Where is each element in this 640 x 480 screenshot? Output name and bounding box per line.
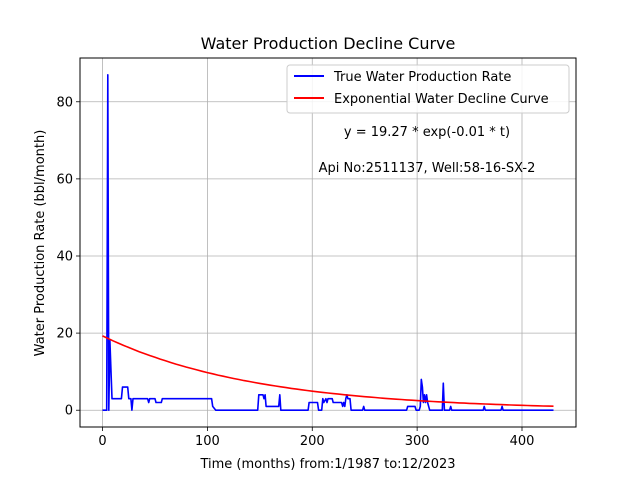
y-tick-label: 60 xyxy=(56,172,73,187)
chart-title: Water Production Decline Curve xyxy=(201,34,456,53)
legend: True Water Production Rate Exponential W… xyxy=(286,64,570,114)
x-axis: 0 100 200 300 400 xyxy=(98,427,534,449)
y-tick-label: 0 xyxy=(65,404,73,419)
x-tick-label: 300 xyxy=(405,434,430,449)
series-layer xyxy=(102,74,554,412)
y-axis: 0 20 40 60 80 xyxy=(56,95,80,419)
y-tick-label: 40 xyxy=(56,249,73,264)
plot-area-frame xyxy=(79,57,577,428)
series-exponential-water-decline-curve xyxy=(102,335,554,407)
x-tick-label: 200 xyxy=(300,434,325,449)
x-tick-label: 100 xyxy=(195,434,220,449)
legend-box xyxy=(286,64,570,114)
y-tick-label: 20 xyxy=(56,327,73,342)
well-info-annotation: Api No:2511137, Well:58-16-SX-2 xyxy=(319,161,536,176)
series-true-water-production-rate xyxy=(102,74,554,412)
y-tick-label: 80 xyxy=(56,95,73,110)
x-axis-label: Time (months) from:1/1987 to:12/2023 xyxy=(199,457,455,472)
legend-label-exponential-curve: Exponential Water Decline Curve xyxy=(334,92,549,107)
x-tick-label: 0 xyxy=(98,434,106,449)
y-axis-label: Water Production Rate (bbl/month) xyxy=(33,130,48,357)
x-tick-label: 400 xyxy=(510,434,535,449)
equation-annotation: y = 19.27 * exp(-0.01 * t) xyxy=(344,125,510,140)
legend-label-true-rate: True Water Production Rate xyxy=(333,70,511,85)
